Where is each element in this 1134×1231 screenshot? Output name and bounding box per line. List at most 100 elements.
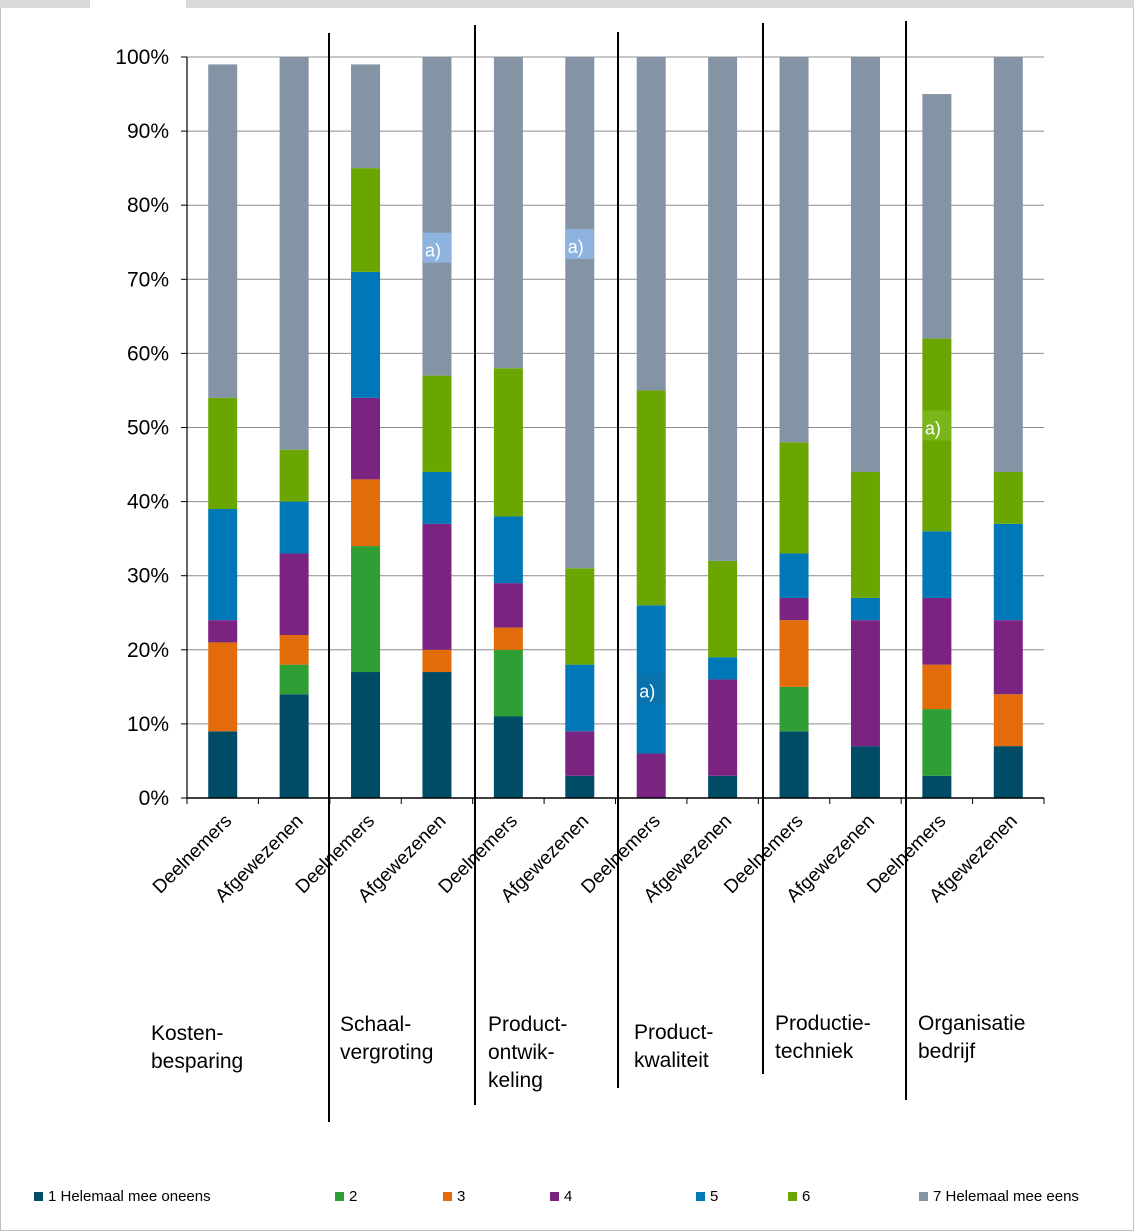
bar-segment xyxy=(279,449,309,502)
legend-label: 1 Helemaal mee oneens xyxy=(48,1188,211,1205)
bar-segment xyxy=(779,620,809,687)
cropped-header-gap xyxy=(90,0,186,8)
group-label-line: keling xyxy=(488,1069,543,1092)
bar-segment xyxy=(351,271,381,398)
legend-label: 5 xyxy=(710,1188,719,1205)
bar-segment xyxy=(279,501,309,554)
bar-segment xyxy=(422,375,452,472)
bar-segment xyxy=(351,397,381,480)
group-label-line: vergroting xyxy=(340,1041,433,1064)
bar-segment xyxy=(993,620,1023,695)
group-label-line: Product- xyxy=(488,1013,567,1036)
legend-swatch xyxy=(919,1192,928,1201)
bar-segment xyxy=(850,746,880,798)
group-label-line: besparing xyxy=(151,1050,243,1073)
bar-segment xyxy=(850,471,880,598)
legend-swatch xyxy=(34,1192,43,1201)
bar-segment xyxy=(422,471,452,524)
bar-segment xyxy=(422,523,452,650)
y-tick-label: 20% xyxy=(127,639,169,662)
y-axis-tick-labels: 0% 10% 20% 30% 40% 50% 60% 70% 80% 90% 100% xyxy=(115,46,187,810)
legend: 1 Helemaal mee oneens 2 3 4 5 6 7 Helemaal mee… xyxy=(34,1188,1124,1212)
legend-item: 2 xyxy=(335,1188,357,1205)
bar-segment xyxy=(708,560,738,658)
bar-segment xyxy=(850,620,880,747)
bar-segment xyxy=(351,546,381,673)
legend-item: 5 xyxy=(696,1188,718,1205)
y-tick-label: 0% xyxy=(139,787,169,810)
y-tick-label: 60% xyxy=(127,342,169,365)
legend-swatch xyxy=(335,1192,344,1201)
group-label: Kosten-besparing xyxy=(151,1022,243,1073)
legend-label: 3 xyxy=(457,1188,466,1205)
bar-segment xyxy=(208,731,238,798)
bar-segment xyxy=(422,649,452,673)
bar-segment xyxy=(351,168,381,272)
legend-item: 6 xyxy=(788,1188,810,1205)
bar-segment xyxy=(493,583,523,628)
bar-segment xyxy=(708,775,738,798)
bar-segment xyxy=(993,694,1023,747)
bar-segment xyxy=(208,509,238,621)
bar-segment xyxy=(708,679,738,776)
annotation-box xyxy=(422,232,451,263)
legend-item: 7 Helemaal mee eens xyxy=(919,1188,1079,1205)
bar-segment xyxy=(493,716,523,798)
group-label-line: Product- xyxy=(634,1021,713,1044)
bar-segment xyxy=(779,597,809,621)
x-axis-tick-labels: DeelnemersAfgewezenenDeelnemersAfgewezen… xyxy=(149,811,1022,907)
group-label-line: techniek xyxy=(775,1040,854,1063)
bar-segment xyxy=(922,531,952,598)
bar-segment xyxy=(922,94,952,339)
legend-swatch xyxy=(443,1192,452,1201)
bar-segment xyxy=(279,664,309,695)
annotation-label: a) xyxy=(425,241,441,261)
group-label: Product-ontwik-keling xyxy=(488,1013,567,1092)
bar-segment xyxy=(279,694,309,798)
bar-segment xyxy=(422,672,452,798)
y-tick-label: 50% xyxy=(127,417,169,440)
gridlines xyxy=(187,56,1044,725)
bar-segment xyxy=(922,775,952,798)
bar-segment xyxy=(493,627,523,650)
legend-item: 1 Helemaal mee oneens xyxy=(34,1188,211,1205)
bar-segment xyxy=(779,57,809,443)
bar-segment xyxy=(922,597,952,665)
bar-segment xyxy=(279,634,309,665)
bar-segment xyxy=(422,57,452,376)
bar-segment xyxy=(636,390,666,606)
group-label-line: ontwik- xyxy=(488,1041,555,1064)
bar-segment xyxy=(636,57,666,391)
bar-segment xyxy=(565,57,595,569)
group-label-line: Kosten- xyxy=(151,1022,223,1045)
annotation-label: a) xyxy=(639,682,655,702)
bar-segment xyxy=(779,731,809,798)
legend-swatch xyxy=(550,1192,559,1201)
bar-segment xyxy=(708,657,738,680)
legend-item: 4 xyxy=(550,1188,572,1205)
legend-item: 3 xyxy=(443,1188,465,1205)
annotation-label: a) xyxy=(925,419,941,439)
group-label-line: Schaal- xyxy=(340,1013,411,1036)
axes xyxy=(186,57,1045,804)
bar-segment xyxy=(208,397,238,510)
annotations: a) a) a) a) xyxy=(422,228,951,704)
bar-segment xyxy=(565,664,595,732)
legend-label: 4 xyxy=(564,1188,573,1205)
y-tick-label: 90% xyxy=(127,120,169,143)
bar-segment xyxy=(922,709,952,776)
y-tick-label: 10% xyxy=(127,713,169,736)
stacked-bar-chart: 0% 10% 20% 30% 40% 50% 60% 70% 80% 90% 100% Deelne… xyxy=(115,21,1045,1122)
group-label: Productie-techniek xyxy=(775,1012,871,1063)
group-label: Schaal-vergroting xyxy=(340,1013,433,1064)
annotation-box xyxy=(565,228,594,259)
bars xyxy=(208,57,1023,798)
bar-segment xyxy=(636,753,666,798)
bar-segment xyxy=(779,553,809,598)
legend-label: 7 Helemaal mee eens xyxy=(933,1188,1079,1205)
legend-label: 2 xyxy=(349,1188,358,1205)
y-tick-label: 40% xyxy=(127,491,169,514)
legend-swatch xyxy=(788,1192,797,1201)
bar-segment xyxy=(708,57,738,561)
bar-segment xyxy=(779,686,809,732)
